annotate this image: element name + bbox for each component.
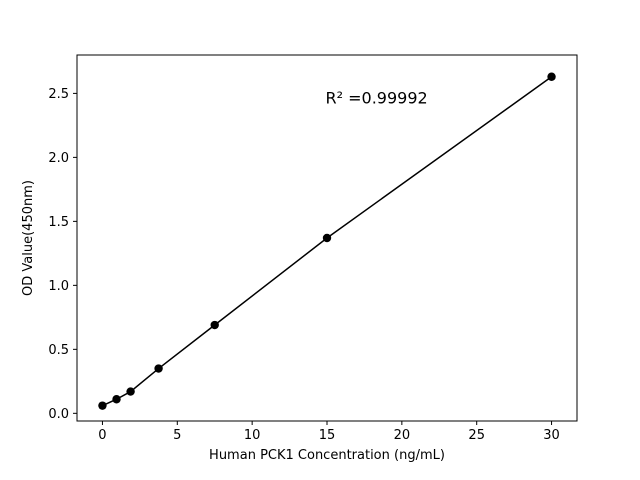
y-tick-label: 1.0 (48, 279, 69, 294)
y-tick-label: 2.0 (48, 151, 69, 166)
x-tick-label: 30 (543, 428, 560, 443)
x-tick-label: 10 (244, 428, 261, 443)
x-tick-label: 5 (173, 428, 181, 443)
data-point (210, 320, 219, 330)
x-tick-label: 20 (394, 428, 411, 443)
x-tick-label: 15 (319, 428, 336, 443)
x-tick-label: 25 (468, 428, 485, 443)
data-point (322, 233, 332, 243)
data-point (154, 364, 163, 373)
data-point (112, 395, 121, 404)
y-tick-label: 1.5 (48, 215, 69, 230)
x-tick-label: 0 (98, 428, 106, 443)
y-tick-label: 0.5 (48, 343, 69, 358)
y-tick-label: 0.0 (48, 407, 69, 422)
y-tick-label: 2.5 (48, 87, 69, 102)
data-point (126, 387, 135, 396)
x-axis-label: Human PCK1 Concentration (ng/mL) (209, 448, 445, 463)
data-point (547, 72, 556, 81)
r-squared-annotation: R² =0.99992 (326, 89, 428, 108)
data-point (98, 401, 107, 410)
y-axis-label: OD Value(450nm) (21, 180, 36, 296)
